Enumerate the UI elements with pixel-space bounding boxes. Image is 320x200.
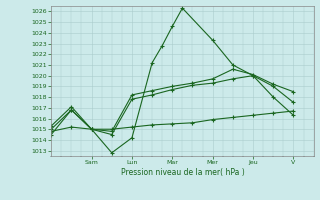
X-axis label: Pression niveau de la mer( hPa ): Pression niveau de la mer( hPa ) bbox=[121, 168, 244, 177]
